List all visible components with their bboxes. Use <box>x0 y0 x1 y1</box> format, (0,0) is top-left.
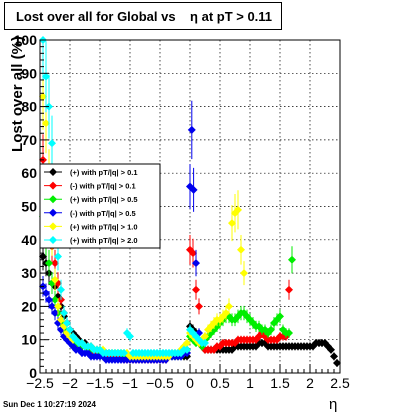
legend: (+) with pT/|q| > 0.1 (-) with pT/|q| > 0… <box>39 163 161 249</box>
data-point <box>276 312 284 321</box>
x-tick-label: 2 <box>306 375 314 391</box>
data-point <box>39 92 47 101</box>
legend-entry: (-) with pT/|q| > 0.1 <box>44 181 136 191</box>
data-point <box>201 332 209 341</box>
y-axis-label: Lost over all (%) <box>9 36 26 152</box>
legend-marker <box>49 208 57 217</box>
x-tick-label: −1 <box>122 375 138 391</box>
data-point <box>54 252 62 261</box>
data-point <box>45 295 53 304</box>
series-5 <box>39 36 209 358</box>
x-tick-label: 0.5 <box>210 375 230 391</box>
data-point <box>267 325 275 334</box>
data-point <box>195 302 203 311</box>
legend-label: (+) with pT/|q| > 1.0 <box>70 222 138 231</box>
x-tick-label: 1.5 <box>270 375 290 391</box>
chart-title: Lost over all for Global vs η at pT > 0.… <box>15 9 273 24</box>
x-tick-label: −0.5 <box>146 375 174 391</box>
data-point <box>57 285 65 294</box>
x-tick-label: −2.5 <box>26 375 54 391</box>
legend-marker <box>49 181 57 190</box>
data-point <box>189 249 197 258</box>
y-tick-label: 30 <box>21 265 37 281</box>
legend-marker <box>49 236 57 244</box>
title-box: Lost over all for Global vs η at pT > 0.… <box>4 2 282 30</box>
data-point <box>192 285 200 294</box>
axes: −2.5 −2 −1.5 −1 −0.5 0 0.5 1 1.5 2 2.5 0 10 20 30 40 50 6… <box>14 32 350 391</box>
data-point <box>126 332 134 341</box>
x-axis-label: η <box>329 396 338 413</box>
legend-marker <box>49 168 57 176</box>
legend-entry: (+) with pT/|q| > 0.5 <box>44 195 138 204</box>
legend-label: (+) with pT/|q| > 0.1 <box>70 168 138 177</box>
data-point <box>330 352 338 361</box>
data-point <box>327 345 335 354</box>
data-point <box>237 245 245 254</box>
data-point <box>63 319 71 328</box>
data-point <box>288 255 296 264</box>
data-point <box>228 219 236 228</box>
legend-entry: (-) with pT/|q| > 0.5 <box>44 208 136 218</box>
data-point <box>48 139 56 148</box>
data-point <box>285 285 293 294</box>
legend-label: (+) with pT/|q| > 0.5 <box>70 195 138 204</box>
data-point <box>39 252 47 261</box>
data-point <box>51 275 59 284</box>
data-point <box>42 289 50 298</box>
data-point <box>222 309 230 318</box>
data-point <box>201 339 209 348</box>
x-tick-label: 2.5 <box>330 375 350 391</box>
legend-marker <box>49 222 57 231</box>
legend-entry: (+) with pT/|q| > 1.0 <box>44 222 138 231</box>
y-tick-label: 70 <box>21 132 37 148</box>
legend-box <box>39 163 161 249</box>
data-point <box>189 185 198 194</box>
y-tick-label: 60 <box>21 165 37 181</box>
data-point <box>187 125 196 134</box>
y-tick-label: 80 <box>21 99 37 115</box>
data-point <box>234 205 242 214</box>
data-point <box>60 309 68 318</box>
data-point <box>333 359 341 368</box>
data-point <box>120 349 128 358</box>
x-tick-label: 0 <box>186 375 194 391</box>
x-tick-label: −2 <box>62 375 78 391</box>
data-point <box>54 302 62 311</box>
data-point <box>48 302 56 311</box>
legend-label: (+) with pT/|q| > 2.0 <box>70 236 138 245</box>
data-point <box>66 325 74 334</box>
legend-label: (-) with pT/|q| > 0.5 <box>70 209 136 218</box>
x-tick-label: 1 <box>246 375 254 391</box>
data-point <box>285 329 293 338</box>
y-tick-label: 0 <box>29 365 37 381</box>
x-tick-label: −1.5 <box>86 375 114 391</box>
y-tick-label: 10 <box>21 332 37 348</box>
timestamp: Sun Dec 1 10:27:19 2024 <box>3 400 96 409</box>
data-point <box>240 269 248 278</box>
legend-marker <box>49 195 57 204</box>
data-point <box>57 315 65 324</box>
y-tick-label: 40 <box>21 232 37 248</box>
legend-entry: (+) with pT/|q| > 0.1 <box>44 168 138 177</box>
data-point <box>42 72 50 81</box>
y-tick-label: 100 <box>14 32 38 48</box>
data-point <box>192 259 200 268</box>
data-point <box>45 259 53 268</box>
data-point <box>51 309 59 318</box>
y-tick-label: 90 <box>21 65 37 81</box>
legend-entry: (+) with pT/|q| > 2.0 <box>44 236 138 245</box>
legend-label: (-) with pT/|q| > 0.1 <box>70 182 136 191</box>
y-tick-label: 50 <box>21 199 37 215</box>
data-point <box>225 302 233 311</box>
data-point <box>42 119 50 128</box>
series-layer <box>39 36 341 368</box>
data-point <box>51 295 59 304</box>
data-point <box>183 345 191 354</box>
data-point <box>51 259 59 268</box>
data-point <box>183 339 191 348</box>
y-tick-label: 20 <box>21 298 37 314</box>
